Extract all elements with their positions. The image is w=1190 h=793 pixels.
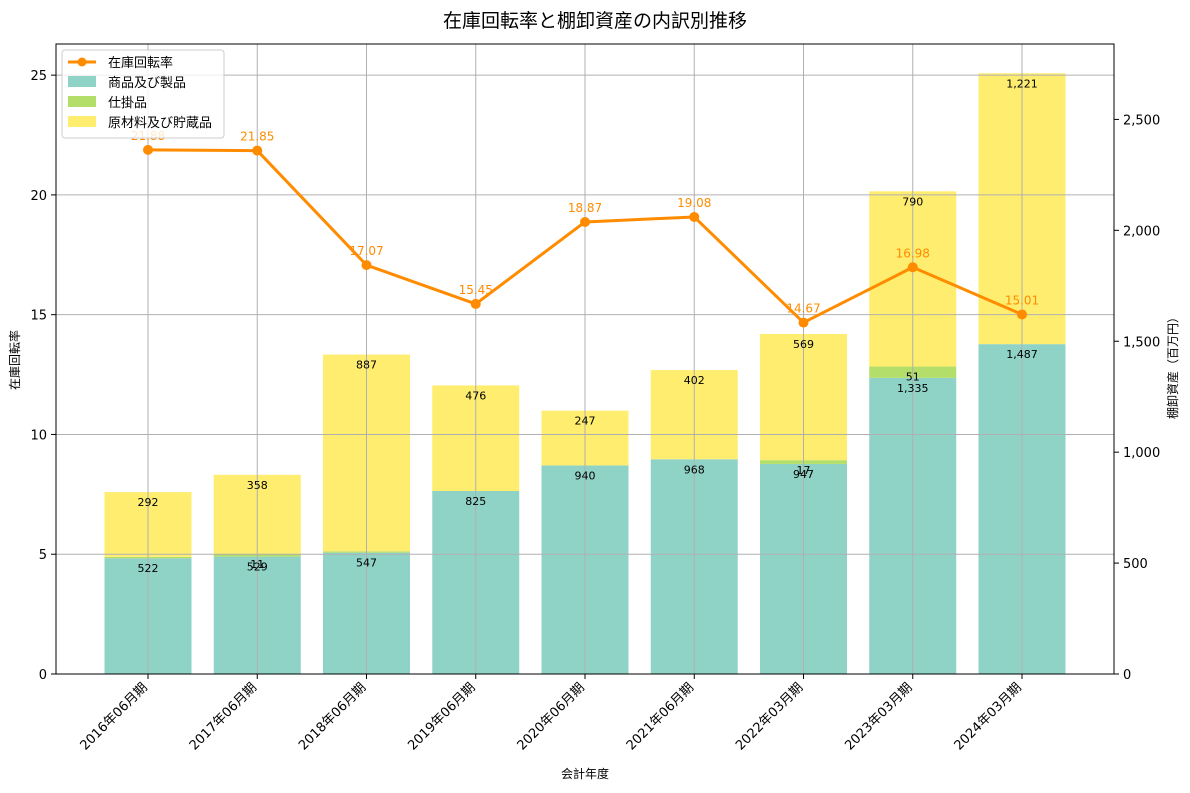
x-tick-label: 2022年03月期 bbox=[733, 680, 806, 753]
y-axis-label-right: 棚卸資産（百万円） bbox=[1165, 311, 1180, 419]
turnover-value-label: 15.01 bbox=[1005, 293, 1039, 307]
bar-value-label: 17 bbox=[797, 464, 811, 477]
turnover-point bbox=[1017, 309, 1027, 320]
x-tick-label: 2019年06月期 bbox=[405, 680, 478, 753]
bar-value-label: 529 bbox=[247, 561, 268, 574]
bar-value-label: 887 bbox=[356, 359, 377, 372]
bar-value-label: 402 bbox=[684, 374, 705, 387]
x-tick-label: 2024年03月期 bbox=[952, 680, 1025, 753]
x-tick-label: 2016年06月期 bbox=[78, 680, 151, 753]
bar-value-label: 292 bbox=[138, 496, 159, 509]
legend-swatch bbox=[68, 116, 96, 127]
x-tick-label: 2018年06月期 bbox=[296, 680, 369, 753]
turnover-point bbox=[798, 317, 809, 328]
bar-value-label: 1,487 bbox=[1006, 348, 1038, 361]
turnover-point bbox=[143, 144, 153, 155]
x-tick-label: 2017年06月期 bbox=[187, 680, 260, 753]
x-axis-label: 会計年度 bbox=[561, 766, 609, 781]
turnover-point bbox=[361, 260, 372, 271]
bar-value-label: 476 bbox=[465, 389, 486, 402]
y-tick-label-right: 1,500 bbox=[1123, 335, 1160, 350]
y-tick-label-right: 0 bbox=[1123, 668, 1131, 683]
y-tick-label-right: 500 bbox=[1123, 557, 1148, 572]
bar-value-label: 51 bbox=[906, 371, 920, 384]
x-tick-label: 2023年03月期 bbox=[842, 680, 915, 753]
y-tick-label-right: 1,000 bbox=[1123, 446, 1160, 461]
turnover-value-label: 18.87 bbox=[568, 201, 602, 215]
y-tick-label-right: 2,500 bbox=[1123, 113, 1160, 128]
bar-value-label: 947 bbox=[793, 468, 814, 481]
bar-value-label: 358 bbox=[247, 479, 268, 492]
y-tick-label-left: 25 bbox=[30, 69, 47, 84]
legend-swatch bbox=[68, 76, 96, 87]
y-axis-label-left: 在庫回転率 bbox=[7, 330, 22, 390]
y-tick-label-left: 5 bbox=[39, 548, 47, 563]
turnover-point bbox=[907, 262, 918, 273]
bar-value-label: 790 bbox=[902, 195, 923, 208]
legend-label: 在庫回転率 bbox=[108, 55, 173, 71]
bar-value-label: 825 bbox=[465, 495, 486, 508]
turnover-point bbox=[252, 145, 263, 156]
turnover-value-label: 15.45 bbox=[459, 283, 493, 297]
turnover-value-label: 17.07 bbox=[349, 244, 383, 258]
turnover-value-label: 19.08 bbox=[677, 196, 711, 210]
x-tick-label: 2021年06月期 bbox=[624, 680, 697, 753]
legend-label: 原材料及び貯蔵品 bbox=[108, 116, 212, 131]
bar-value-label: 940 bbox=[575, 469, 596, 482]
y-tick-label-left: 20 bbox=[30, 189, 47, 204]
legend-label: 商品及び製品 bbox=[108, 76, 186, 91]
turnover-point bbox=[580, 216, 590, 227]
bar-value-label: 1,335 bbox=[897, 382, 929, 395]
turnover-value-label: 14.67 bbox=[786, 302, 820, 316]
legend-marker bbox=[77, 57, 87, 67]
y-tick-label-right: 2,000 bbox=[1123, 224, 1160, 239]
bar-value-label: 11 bbox=[250, 558, 264, 571]
turnover-point bbox=[470, 298, 481, 309]
y-tick-label-left: 0 bbox=[39, 668, 47, 683]
legend-swatch bbox=[68, 96, 96, 107]
y-tick-label-left: 15 bbox=[30, 309, 47, 324]
turnover-point bbox=[689, 211, 700, 222]
turnover-value-label: 16.98 bbox=[896, 246, 930, 260]
bar-value-label: 569 bbox=[793, 338, 814, 351]
bar-value-label: 1,221 bbox=[1006, 77, 1038, 90]
x-tick-label: 2020年06月期 bbox=[515, 680, 588, 753]
chart-title: 在庫回転率と棚卸資産の内訳別推移 bbox=[443, 10, 747, 32]
legend-label: 仕掛品 bbox=[108, 96, 147, 111]
turnover-value-label: 21.85 bbox=[240, 130, 274, 144]
bar-value-label: 247 bbox=[575, 415, 596, 428]
bar-value-label: 547 bbox=[356, 557, 377, 570]
bar-value-label: 968 bbox=[684, 463, 705, 476]
bar-value-label: 522 bbox=[138, 562, 159, 575]
y-tick-label-left: 10 bbox=[30, 428, 47, 443]
legend-box bbox=[61, 49, 225, 139]
